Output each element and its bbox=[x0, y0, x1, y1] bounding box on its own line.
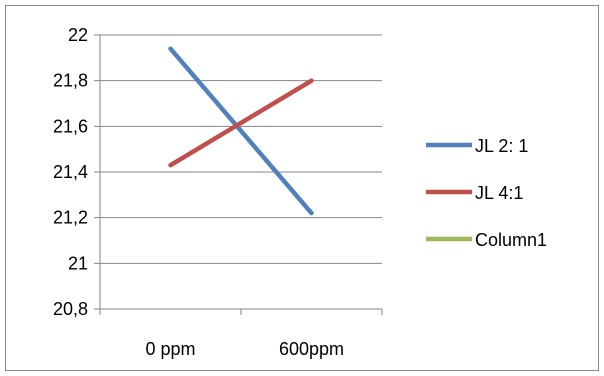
series-line-0 bbox=[168, 46, 314, 216]
legend-label-2: Column1 bbox=[475, 230, 547, 250]
y-tick-label: 21,8 bbox=[53, 71, 88, 91]
x-tick-label: 0 ppm bbox=[145, 339, 195, 359]
y-tick-label: 21 bbox=[68, 253, 88, 273]
y-tick-label: 21,6 bbox=[53, 116, 88, 136]
y-tick-label: 22 bbox=[68, 25, 88, 45]
chart-frame bbox=[5, 5, 599, 371]
series-line-1 bbox=[168, 78, 314, 168]
legend-label-0: JL 2: 1 bbox=[475, 136, 528, 156]
legend-label-1: JL 4:1 bbox=[475, 183, 523, 203]
y-tick-label: 20,8 bbox=[53, 299, 88, 319]
x-tick-label: 600ppm bbox=[279, 339, 344, 359]
y-tick-label: 21,2 bbox=[53, 208, 88, 228]
y-tick-label: 21,4 bbox=[53, 162, 88, 182]
